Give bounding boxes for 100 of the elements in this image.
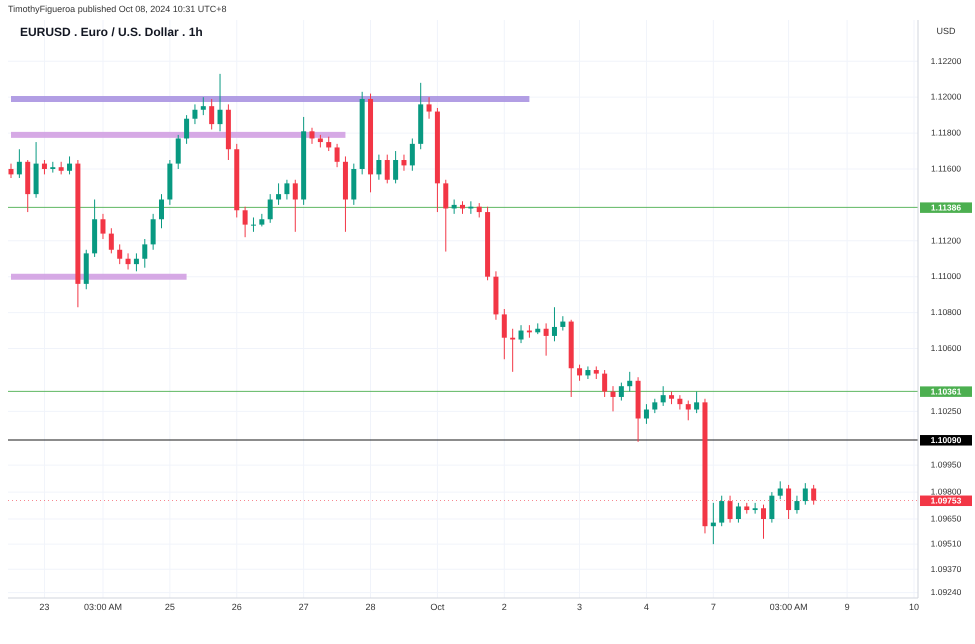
candlestick bbox=[50, 161, 56, 174]
candlestick bbox=[510, 328, 516, 372]
candlestick bbox=[184, 114, 190, 144]
candlestick bbox=[401, 154, 406, 172]
y-tick-label: 1.11800 bbox=[930, 128, 962, 138]
x-tick-label: 4 bbox=[644, 602, 649, 612]
x-tick-label: 3 bbox=[577, 602, 582, 612]
candlestick bbox=[393, 150, 398, 184]
candlestick bbox=[794, 495, 800, 514]
candlestick bbox=[811, 484, 816, 506]
candlestick bbox=[334, 143, 340, 168]
y-tick-label: 1.10800 bbox=[930, 307, 962, 318]
text: TimothyFigueroa published Oct 08, 2024 10:31 UTC+8 bbox=[8, 4, 227, 14]
text: EURUSD . Euro / U.S. Dollar . 1h bbox=[20, 25, 203, 39]
candlestick bbox=[326, 136, 332, 152]
candlestick bbox=[134, 252, 139, 272]
candlestick bbox=[259, 213, 264, 227]
candlestick bbox=[736, 502, 741, 524]
candlestick bbox=[200, 96, 206, 116]
x-tick-label: 03:00 AM bbox=[770, 602, 808, 612]
candlestick bbox=[518, 324, 524, 344]
candlestick bbox=[544, 322, 549, 356]
candlestick bbox=[218, 73, 223, 132]
candlestick bbox=[476, 202, 482, 218]
candlestick bbox=[677, 394, 682, 410]
candlestick bbox=[769, 492, 774, 524]
ref-line-label: 1.10361 bbox=[930, 386, 962, 396]
candlestick bbox=[276, 182, 282, 206]
candlestick bbox=[644, 404, 649, 424]
candlestick bbox=[535, 322, 540, 335]
candlestick bbox=[686, 400, 691, 421]
candlestick bbox=[42, 160, 47, 175]
candlestick bbox=[410, 138, 415, 172]
candlestick bbox=[552, 306, 557, 342]
y-tick-label: 1.11200 bbox=[930, 235, 962, 246]
ref-line-label: 1.09753 bbox=[930, 496, 962, 506]
y-tick-label: 1.12000 bbox=[930, 92, 962, 102]
x-tick-label: 28 bbox=[366, 602, 376, 612]
candlestick bbox=[142, 238, 148, 268]
candlestick bbox=[594, 366, 599, 380]
x-tick-label: 10 bbox=[908, 602, 920, 612]
candlestick bbox=[526, 324, 532, 338]
candlestick bbox=[376, 154, 382, 180]
candlestick bbox=[100, 213, 106, 240]
x-tick-label: 27 bbox=[298, 602, 309, 612]
x-tick-label: 2 bbox=[502, 602, 507, 612]
candlestick bbox=[728, 495, 733, 524]
candlestick bbox=[284, 179, 290, 200]
candlestick bbox=[710, 502, 716, 545]
candlestick bbox=[652, 398, 658, 414]
y-axis-title: USD bbox=[936, 26, 956, 36]
candlestick bbox=[426, 96, 432, 120]
candlestick bbox=[560, 316, 566, 332]
x-tick-label: 26 bbox=[232, 602, 242, 612]
candlestick bbox=[802, 482, 808, 506]
candlestick bbox=[719, 495, 724, 527]
candlestick bbox=[660, 386, 666, 406]
candlestick bbox=[502, 308, 507, 360]
candlestick bbox=[460, 200, 466, 214]
candlestick bbox=[778, 480, 783, 500]
y-tick-label: 1.09370 bbox=[930, 564, 962, 574]
y-tick-label: 1.11600 bbox=[930, 164, 962, 174]
candlestick bbox=[786, 484, 792, 520]
x-tick-label: 7 bbox=[710, 602, 716, 612]
candlestick bbox=[16, 148, 22, 178]
ref-line-label: 1.10090 bbox=[930, 435, 962, 446]
candlestick bbox=[577, 364, 582, 382]
candlestick bbox=[694, 391, 700, 414]
candlestick bbox=[67, 156, 72, 175]
candlestick bbox=[8, 163, 14, 178]
candlestick bbox=[242, 206, 248, 238]
x-tick-label: 9 bbox=[844, 602, 850, 612]
candlestick bbox=[58, 161, 64, 175]
y-tick-label: 1.09240 bbox=[930, 587, 962, 598]
candlestick bbox=[292, 179, 298, 232]
x-tick-label: 23 bbox=[39, 602, 50, 612]
candlestick bbox=[192, 104, 198, 125]
y-tick-label: 1.09800 bbox=[930, 486, 962, 497]
candlestick bbox=[468, 200, 474, 214]
candlestick bbox=[602, 370, 608, 398]
candlestick bbox=[752, 502, 758, 514]
candlestick bbox=[250, 216, 256, 232]
candlestick bbox=[618, 382, 624, 402]
candlestick bbox=[309, 127, 315, 144]
candlestick bbox=[108, 228, 114, 254]
y-tick-label: 1.09510 bbox=[930, 538, 962, 549]
candlestick bbox=[627, 371, 632, 392]
x-tick-label: Oct bbox=[430, 602, 445, 612]
candlestick bbox=[585, 366, 590, 380]
y-tick-label: 1.09650 bbox=[930, 514, 962, 524]
ref-line-label: 1.11386 bbox=[930, 202, 962, 212]
candlestick bbox=[384, 154, 390, 184]
candlestick bbox=[318, 134, 323, 148]
candlestick bbox=[610, 386, 616, 412]
y-tick-label: 1.11000 bbox=[930, 271, 962, 282]
candlestick bbox=[760, 504, 766, 540]
candlestick bbox=[669, 391, 674, 405]
x-tick-label: 25 bbox=[164, 602, 175, 612]
candlestick bbox=[268, 194, 273, 224]
candlestick bbox=[126, 252, 131, 270]
